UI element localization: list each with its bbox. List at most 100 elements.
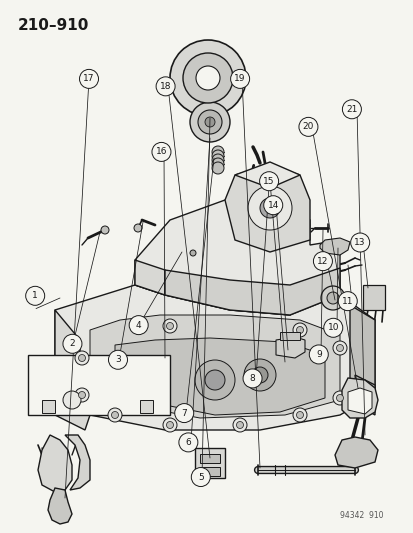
Circle shape	[163, 319, 177, 333]
Circle shape	[350, 233, 369, 252]
Circle shape	[296, 327, 303, 334]
Polygon shape	[28, 355, 170, 415]
Circle shape	[204, 370, 224, 390]
Polygon shape	[341, 378, 377, 418]
Circle shape	[166, 322, 173, 329]
Circle shape	[108, 408, 122, 422]
Circle shape	[252, 367, 267, 383]
Circle shape	[156, 77, 175, 96]
Text: 12: 12	[316, 257, 328, 265]
Text: 17: 17	[83, 75, 95, 83]
Polygon shape	[199, 467, 219, 476]
Text: 9: 9	[315, 350, 321, 359]
Circle shape	[101, 226, 109, 234]
Circle shape	[178, 433, 197, 452]
Circle shape	[166, 422, 173, 429]
Circle shape	[259, 198, 279, 218]
Text: 14: 14	[267, 201, 278, 209]
Circle shape	[336, 394, 343, 401]
Polygon shape	[140, 400, 153, 413]
Circle shape	[63, 334, 82, 353]
Polygon shape	[55, 310, 80, 410]
Circle shape	[320, 286, 344, 310]
Circle shape	[204, 117, 214, 127]
Text: 94342  910: 94342 910	[339, 511, 382, 520]
Text: 16: 16	[155, 148, 167, 156]
Polygon shape	[195, 448, 224, 478]
Circle shape	[78, 354, 85, 361]
Polygon shape	[65, 435, 90, 490]
Circle shape	[326, 292, 338, 304]
Circle shape	[152, 142, 171, 161]
Circle shape	[236, 422, 243, 429]
Circle shape	[259, 172, 278, 191]
Polygon shape	[48, 488, 72, 524]
Polygon shape	[90, 315, 339, 418]
Text: 2: 2	[69, 340, 75, 348]
Circle shape	[211, 154, 223, 166]
Polygon shape	[275, 337, 304, 358]
Circle shape	[332, 391, 346, 405]
Polygon shape	[279, 332, 299, 340]
Polygon shape	[135, 260, 165, 295]
Text: 3: 3	[115, 356, 121, 364]
Text: 21: 21	[345, 105, 357, 114]
Polygon shape	[135, 200, 339, 315]
Circle shape	[332, 341, 346, 355]
Circle shape	[247, 186, 291, 230]
Polygon shape	[165, 268, 339, 315]
Polygon shape	[362, 285, 384, 310]
Circle shape	[211, 158, 223, 170]
Text: 1: 1	[32, 292, 38, 300]
Polygon shape	[55, 285, 374, 430]
Text: 10: 10	[327, 324, 338, 332]
Circle shape	[75, 351, 89, 365]
Text: 11: 11	[341, 297, 353, 305]
Text: 210–910: 210–910	[18, 18, 89, 33]
Circle shape	[309, 345, 328, 364]
Polygon shape	[199, 454, 219, 463]
Polygon shape	[55, 380, 90, 430]
Circle shape	[78, 392, 85, 399]
Text: 5: 5	[197, 473, 203, 481]
Polygon shape	[349, 305, 374, 395]
Circle shape	[242, 369, 261, 388]
Polygon shape	[334, 437, 377, 468]
Polygon shape	[38, 435, 72, 492]
Circle shape	[230, 69, 249, 88]
Circle shape	[79, 69, 98, 88]
Text: 4: 4	[135, 321, 141, 329]
Circle shape	[183, 53, 233, 103]
Circle shape	[211, 146, 223, 158]
Text: 18: 18	[159, 82, 171, 91]
Text: 7: 7	[181, 409, 187, 417]
Circle shape	[336, 344, 343, 351]
Text: 15: 15	[263, 177, 274, 185]
Circle shape	[313, 252, 332, 271]
Circle shape	[190, 250, 195, 256]
Circle shape	[195, 360, 235, 400]
Text: 19: 19	[234, 75, 245, 83]
Circle shape	[296, 411, 303, 418]
Circle shape	[129, 316, 148, 335]
Polygon shape	[347, 388, 371, 414]
Polygon shape	[354, 375, 374, 415]
Circle shape	[190, 102, 230, 142]
Circle shape	[243, 359, 275, 391]
Circle shape	[292, 323, 306, 337]
Polygon shape	[115, 338, 324, 415]
Circle shape	[233, 418, 247, 432]
Circle shape	[292, 408, 306, 422]
Circle shape	[211, 162, 223, 174]
Text: 6: 6	[185, 438, 191, 447]
Circle shape	[197, 110, 221, 134]
Circle shape	[170, 40, 245, 116]
Circle shape	[211, 150, 223, 162]
Circle shape	[111, 411, 118, 418]
Circle shape	[26, 286, 45, 305]
Circle shape	[195, 66, 219, 90]
Circle shape	[108, 350, 127, 369]
Circle shape	[163, 418, 177, 432]
Circle shape	[298, 117, 317, 136]
Circle shape	[342, 100, 361, 119]
